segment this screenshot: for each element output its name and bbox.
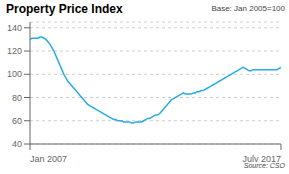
svg-text:60: 60 xyxy=(12,116,22,126)
html-text:Property Price Index: Property Price Index xyxy=(6,2,123,16)
svg-text:120: 120 xyxy=(8,46,22,56)
svg-text:80: 80 xyxy=(12,93,22,103)
html-text:Base: Jan 2005=100: Base: Jan 2005=100 xyxy=(211,4,285,13)
svg-text:40: 40 xyxy=(12,139,22,149)
html-text:Source: CSO: Source: CSO xyxy=(243,162,285,169)
svg-text:July 2017: July 2017 xyxy=(242,154,281,162)
svg-text:Jan 2007: Jan 2007 xyxy=(30,154,67,162)
svg-text:140: 140 xyxy=(8,23,22,33)
svg-text:100: 100 xyxy=(8,69,22,79)
